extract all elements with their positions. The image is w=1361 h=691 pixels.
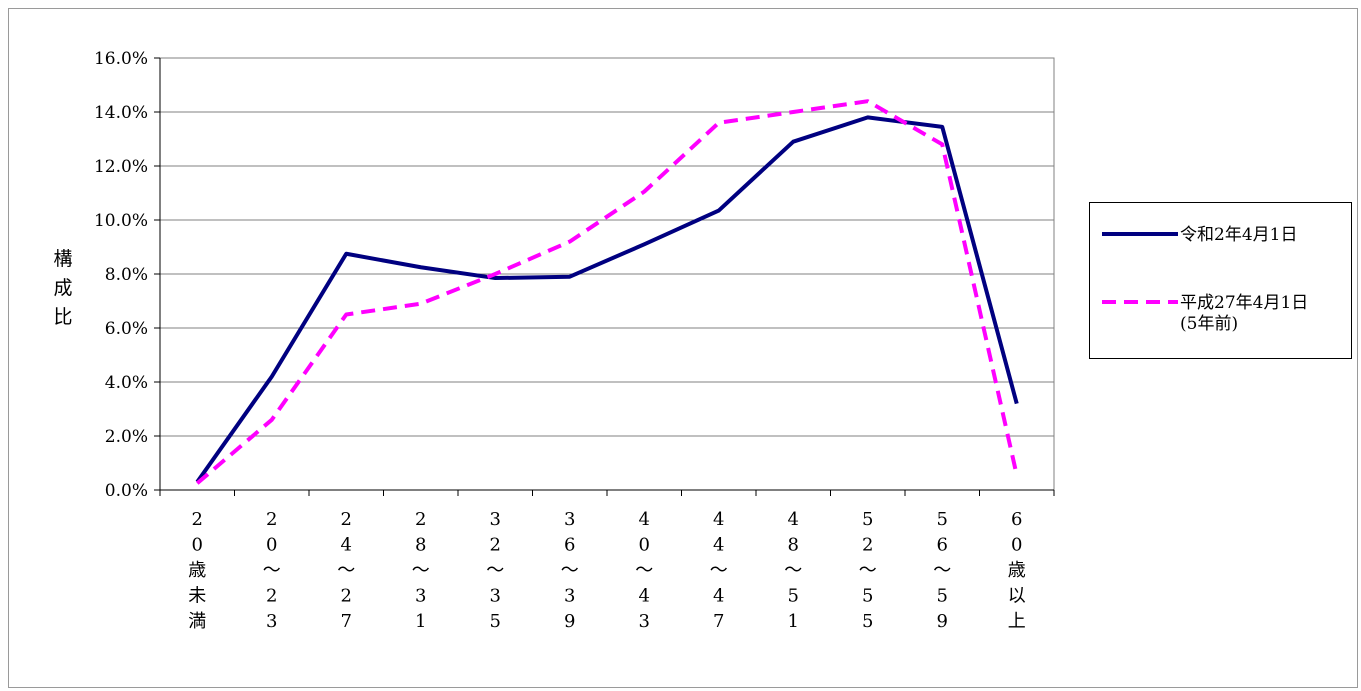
legend-swatch-series-1 <box>1102 232 1178 236</box>
x-tick-label: 2 8 〜 3 1 <box>412 509 430 632</box>
x-tick-label: 3 6 〜 3 9 <box>561 509 579 632</box>
y-tick-label: 4.0% <box>105 373 148 393</box>
y-tick-label: 8.0% <box>105 265 148 285</box>
y-tick-label: 6.0% <box>105 319 148 339</box>
line-chart: 0.0% 2.0% 4.0% 6.0% 8.0% 10.0% 12.0% 14.0% 16.0%… <box>94 49 1055 632</box>
x-tick-label: 5 2 〜 5 5 <box>859 509 877 632</box>
y-axis-label: 構成比 <box>53 248 73 328</box>
legend-label-series-1: 令和2年4月1日 <box>1180 225 1298 245</box>
x-tick-label: 5 6 〜 5 9 <box>933 509 951 632</box>
x-tick-label: 4 0 〜 4 3 <box>635 509 653 632</box>
legend-label-series-2: 平成27年4月1日 (5年前) <box>1180 293 1309 334</box>
y-tick-label: 2.0% <box>105 427 148 447</box>
chart-frame: 0.0% 2.0% 4.0% 6.0% 8.0% 10.0% 12.0% 14.0% 16.0%… <box>8 8 1358 688</box>
series-line-2 <box>195 99 1019 485</box>
x-tick-label: 3 2 〜 3 5 <box>486 509 504 632</box>
y-tick-label: 10.0% <box>94 211 148 231</box>
series-line-1 <box>195 115 1019 484</box>
x-tick-label: 4 4 〜 4 7 <box>710 509 728 632</box>
y-tick-label: 0.0% <box>105 481 148 501</box>
legend: 令和2年4月1日 平成27年4月1日 (5年前) <box>1089 202 1352 359</box>
x-tick-label: 2 0 歳未満 <box>188 509 206 632</box>
y-tick-label: 16.0% <box>94 49 148 69</box>
x-tick-label: 6 0 歳以上 <box>1008 509 1026 632</box>
x-tick-label: 2 0 〜 2 3 <box>263 509 281 632</box>
legend-item-series-1: 令和2年4月1日 <box>1102 225 1297 246</box>
y-tick-label: 12.0% <box>94 157 148 177</box>
y-tick-label: 14.0% <box>94 103 148 123</box>
x-tick-label: 2 4 〜 2 7 <box>337 509 355 632</box>
legend-swatch-series-2 <box>1102 300 1178 304</box>
legend-item-series-2: 平成27年4月1日 (5年前) <box>1102 293 1308 335</box>
x-tick-label: 4 8 〜 5 1 <box>784 509 802 632</box>
